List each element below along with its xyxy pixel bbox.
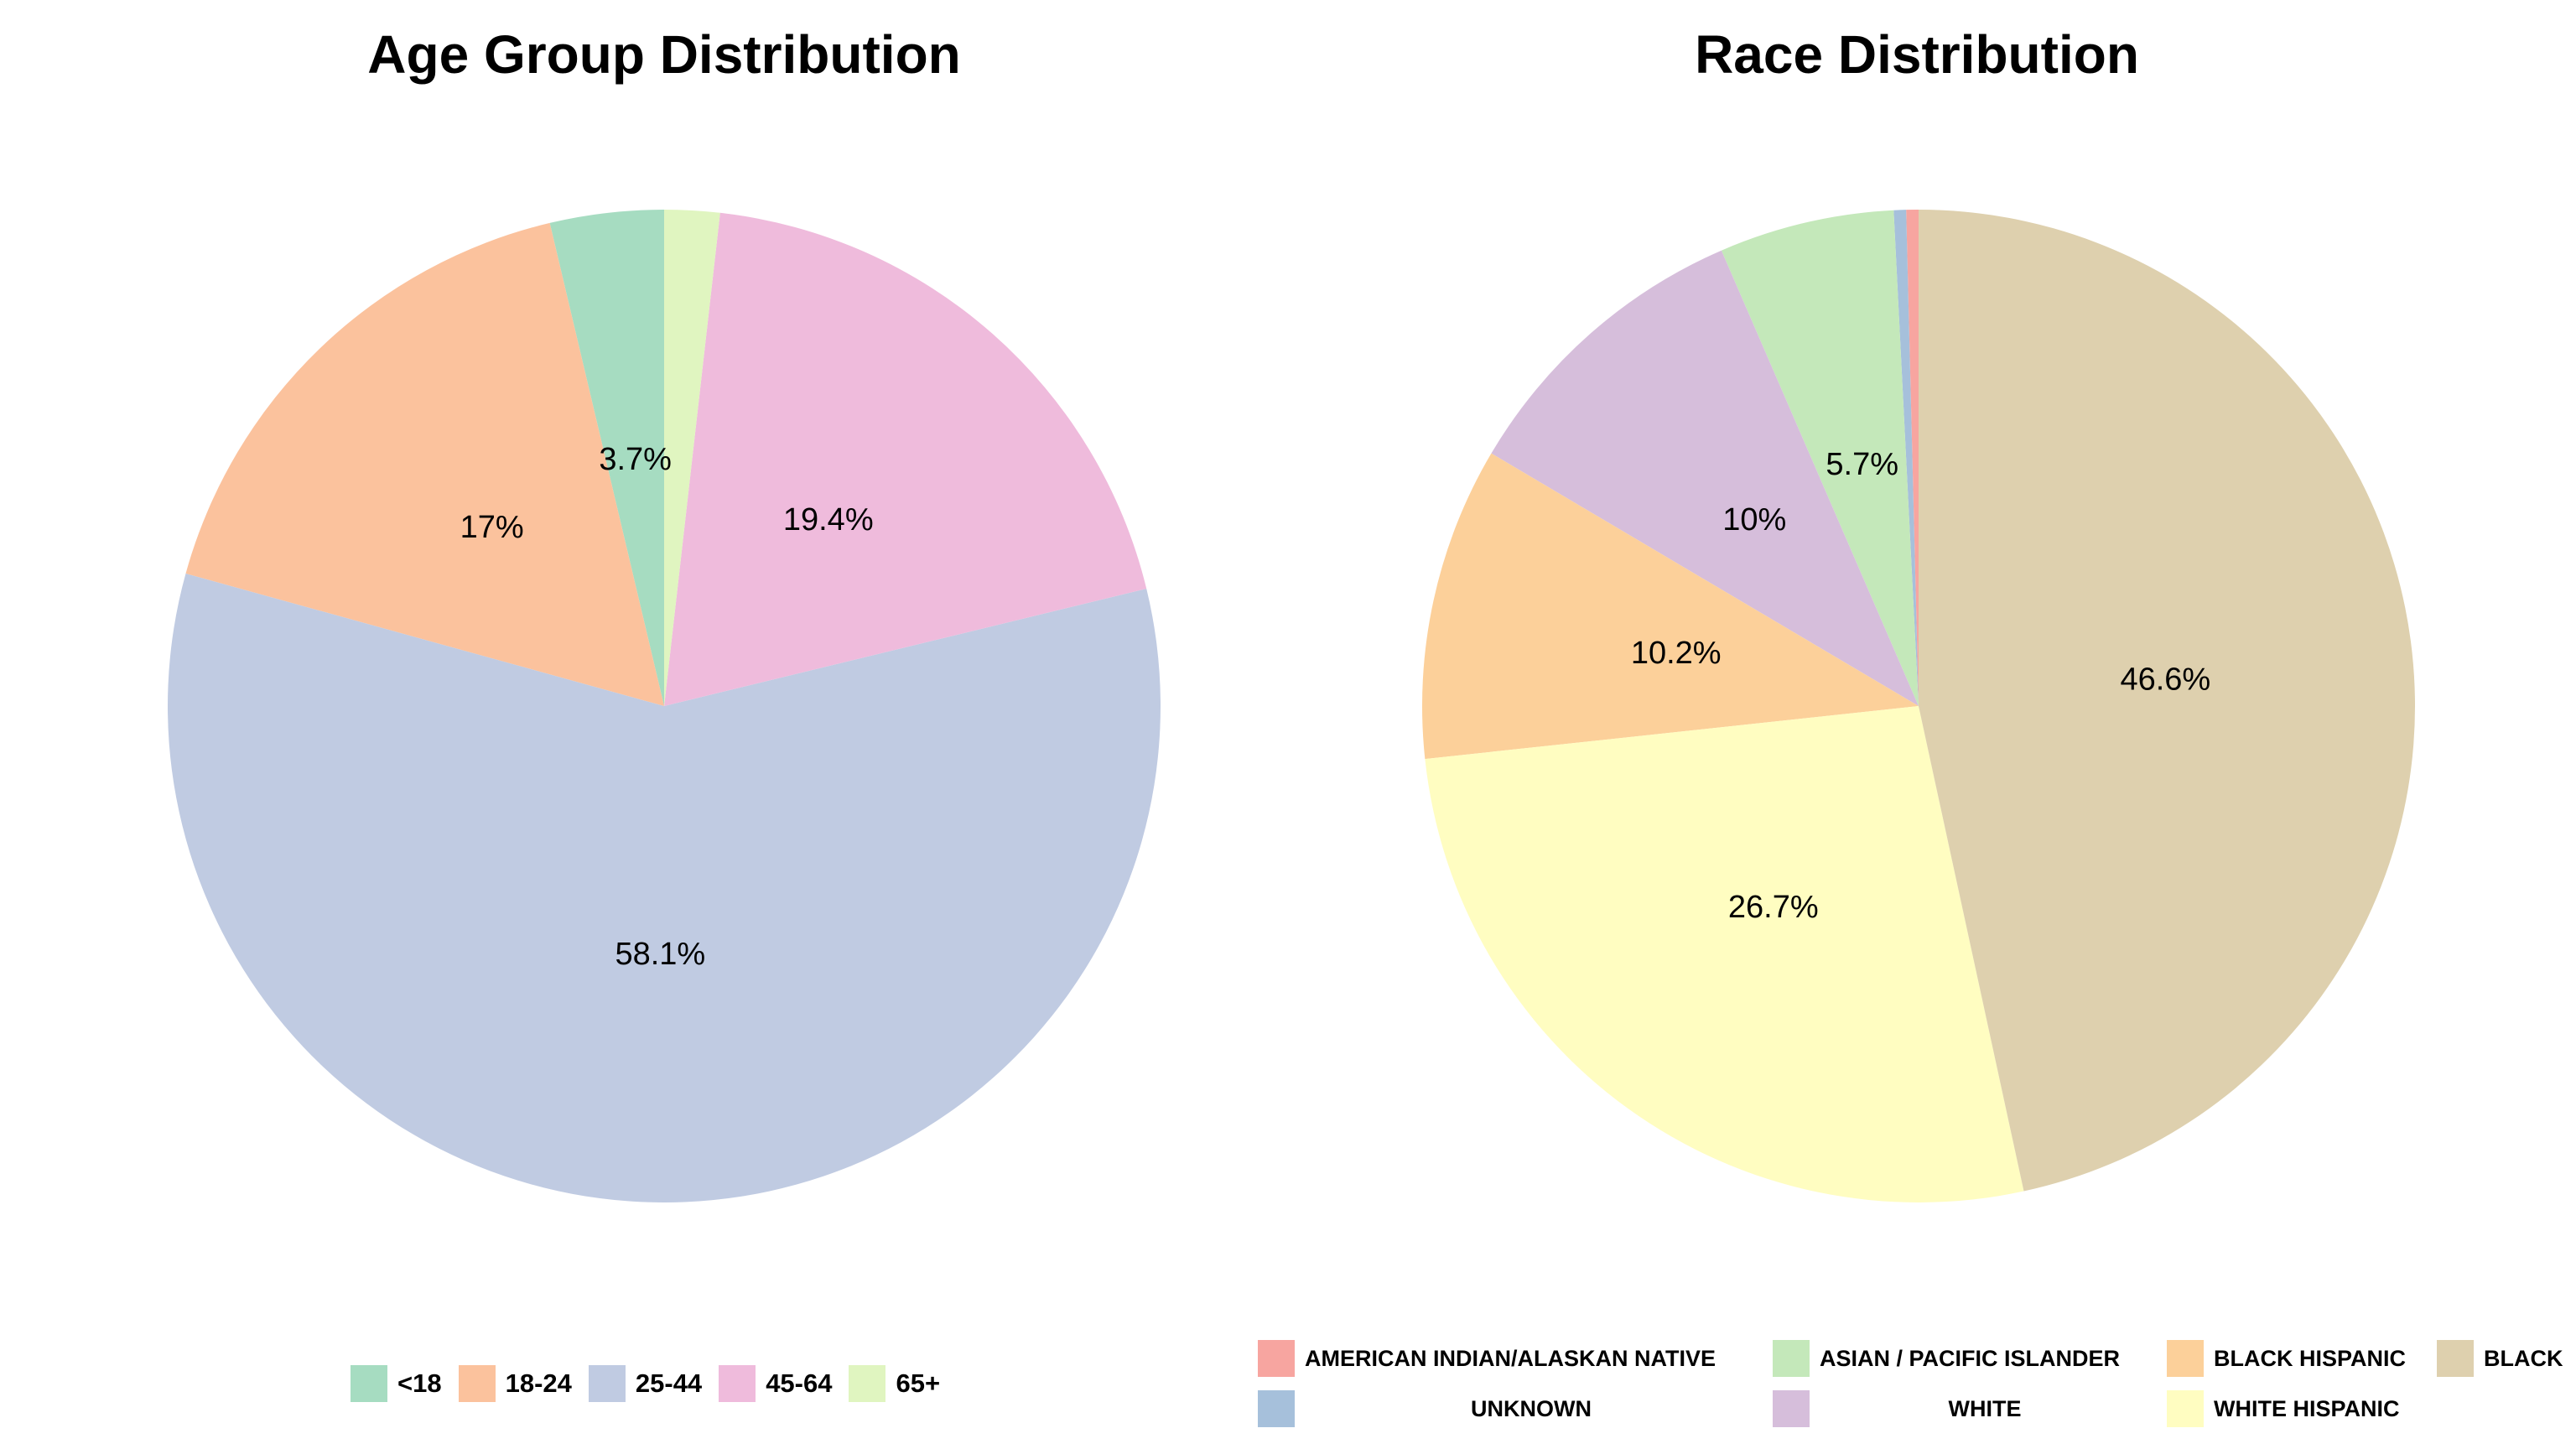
legend-label: AMERICAN INDIAN/ALASKAN NATIVE <box>1305 1345 1716 1371</box>
legend-swatch <box>719 1365 756 1402</box>
legend-item-unknown: UNKNOWN <box>1258 1390 1758 1427</box>
race-pie: 5.7% 10% 10.2% 26.7% 46.6% <box>1422 210 2416 1203</box>
legend-label: ASIAN / PACIFIC ISLANDER <box>1820 1345 2121 1371</box>
legend-swatch <box>458 1365 496 1402</box>
age-slice-under-18 <box>549 210 664 706</box>
legend-label: 25-44 <box>635 1368 703 1398</box>
race-data-label: 46.6% <box>2120 662 2210 697</box>
legend-item-black: BLACK <box>2437 1340 2563 1377</box>
age-chart-title: Age Group Distribution <box>367 24 961 85</box>
legend-label: <18 <box>397 1368 442 1398</box>
legend-item-under-18: <18 <box>351 1365 442 1402</box>
age-slice-25-44 <box>167 573 1161 1202</box>
legend-label: WHITE <box>1948 1395 2022 1421</box>
race-slice-black <box>1919 210 2416 1192</box>
legend-item-white-hispanic: WHITE HISPANIC <box>2167 1390 2400 1427</box>
race-data-label: 26.7% <box>1728 890 1819 925</box>
age-legend: <18 18-24 25-44 45-64 65+ <box>351 1365 957 1402</box>
legend-swatch <box>1258 1390 1295 1427</box>
legend-swatch <box>1258 1340 1295 1377</box>
race-slice-asian-pacific-islander <box>1721 210 1919 706</box>
age-data-label: 3.7% <box>599 442 672 477</box>
race-slice-white-hispanic <box>1425 706 2024 1203</box>
legend-label: 45-64 <box>766 1368 833 1398</box>
race-data-label: 10% <box>1722 502 1786 538</box>
age-slice-45-64 <box>664 212 1147 706</box>
legend-swatch <box>849 1365 886 1402</box>
race-legend: AMERICAN INDIAN/ALASKAN NATIVE ASIAN / P… <box>1258 1340 2576 1432</box>
legend-swatch <box>1773 1340 1810 1377</box>
race-slice-unknown <box>1893 210 1919 707</box>
legend-swatch <box>2167 1390 2204 1427</box>
legend-label: BLACK <box>2484 1345 2563 1371</box>
legend-item-black-hispanic: BLACK HISPANIC <box>2167 1340 2406 1377</box>
legend-label: 18-24 <box>505 1368 572 1398</box>
legend-item-asian-pacific-islander: ASIAN / PACIFIC ISLANDER <box>1773 1340 2120 1377</box>
legend-swatch <box>1773 1390 1810 1427</box>
legend-item-18-24: 18-24 <box>458 1365 572 1402</box>
legend-label: BLACK HISPANIC <box>2214 1345 2406 1371</box>
legend-item-45-64: 45-64 <box>719 1365 832 1402</box>
legend-swatch <box>588 1365 626 1402</box>
race-data-label: 5.7% <box>1826 447 1898 482</box>
age-slice-18-24 <box>185 222 664 707</box>
race-chart-title: Race Distribution <box>1695 24 2139 85</box>
legend-item-white: WHITE <box>1773 1390 2150 1427</box>
legend-swatch <box>351 1365 387 1402</box>
legend-label: UNKNOWN <box>1471 1395 1592 1421</box>
race-slice-white <box>1491 250 1919 706</box>
age-pie: 3.7% 17% 58.1% 19.4% <box>167 210 1161 1202</box>
legend-label: 65+ <box>896 1368 941 1398</box>
age-data-label: 58.1% <box>615 937 705 972</box>
legend-item-65-plus: 65+ <box>849 1365 940 1402</box>
legend-label: WHITE HISPANIC <box>2214 1395 2400 1421</box>
race-slice-american-indian-alaskan-native <box>1906 210 1919 706</box>
legend-swatch <box>2437 1340 2474 1377</box>
race-slice-black-hispanic <box>1422 453 1919 760</box>
age-slice-65 <box>664 210 720 706</box>
legend-item-25-44: 25-44 <box>588 1365 703 1402</box>
legend-swatch <box>2167 1340 2204 1377</box>
age-data-label: 19.4% <box>783 502 874 538</box>
legend-item-american-indian: AMERICAN INDIAN/ALASKAN NATIVE <box>1258 1340 1716 1377</box>
age-data-label: 17% <box>460 510 524 545</box>
race-data-label: 10.2% <box>1631 636 1722 671</box>
